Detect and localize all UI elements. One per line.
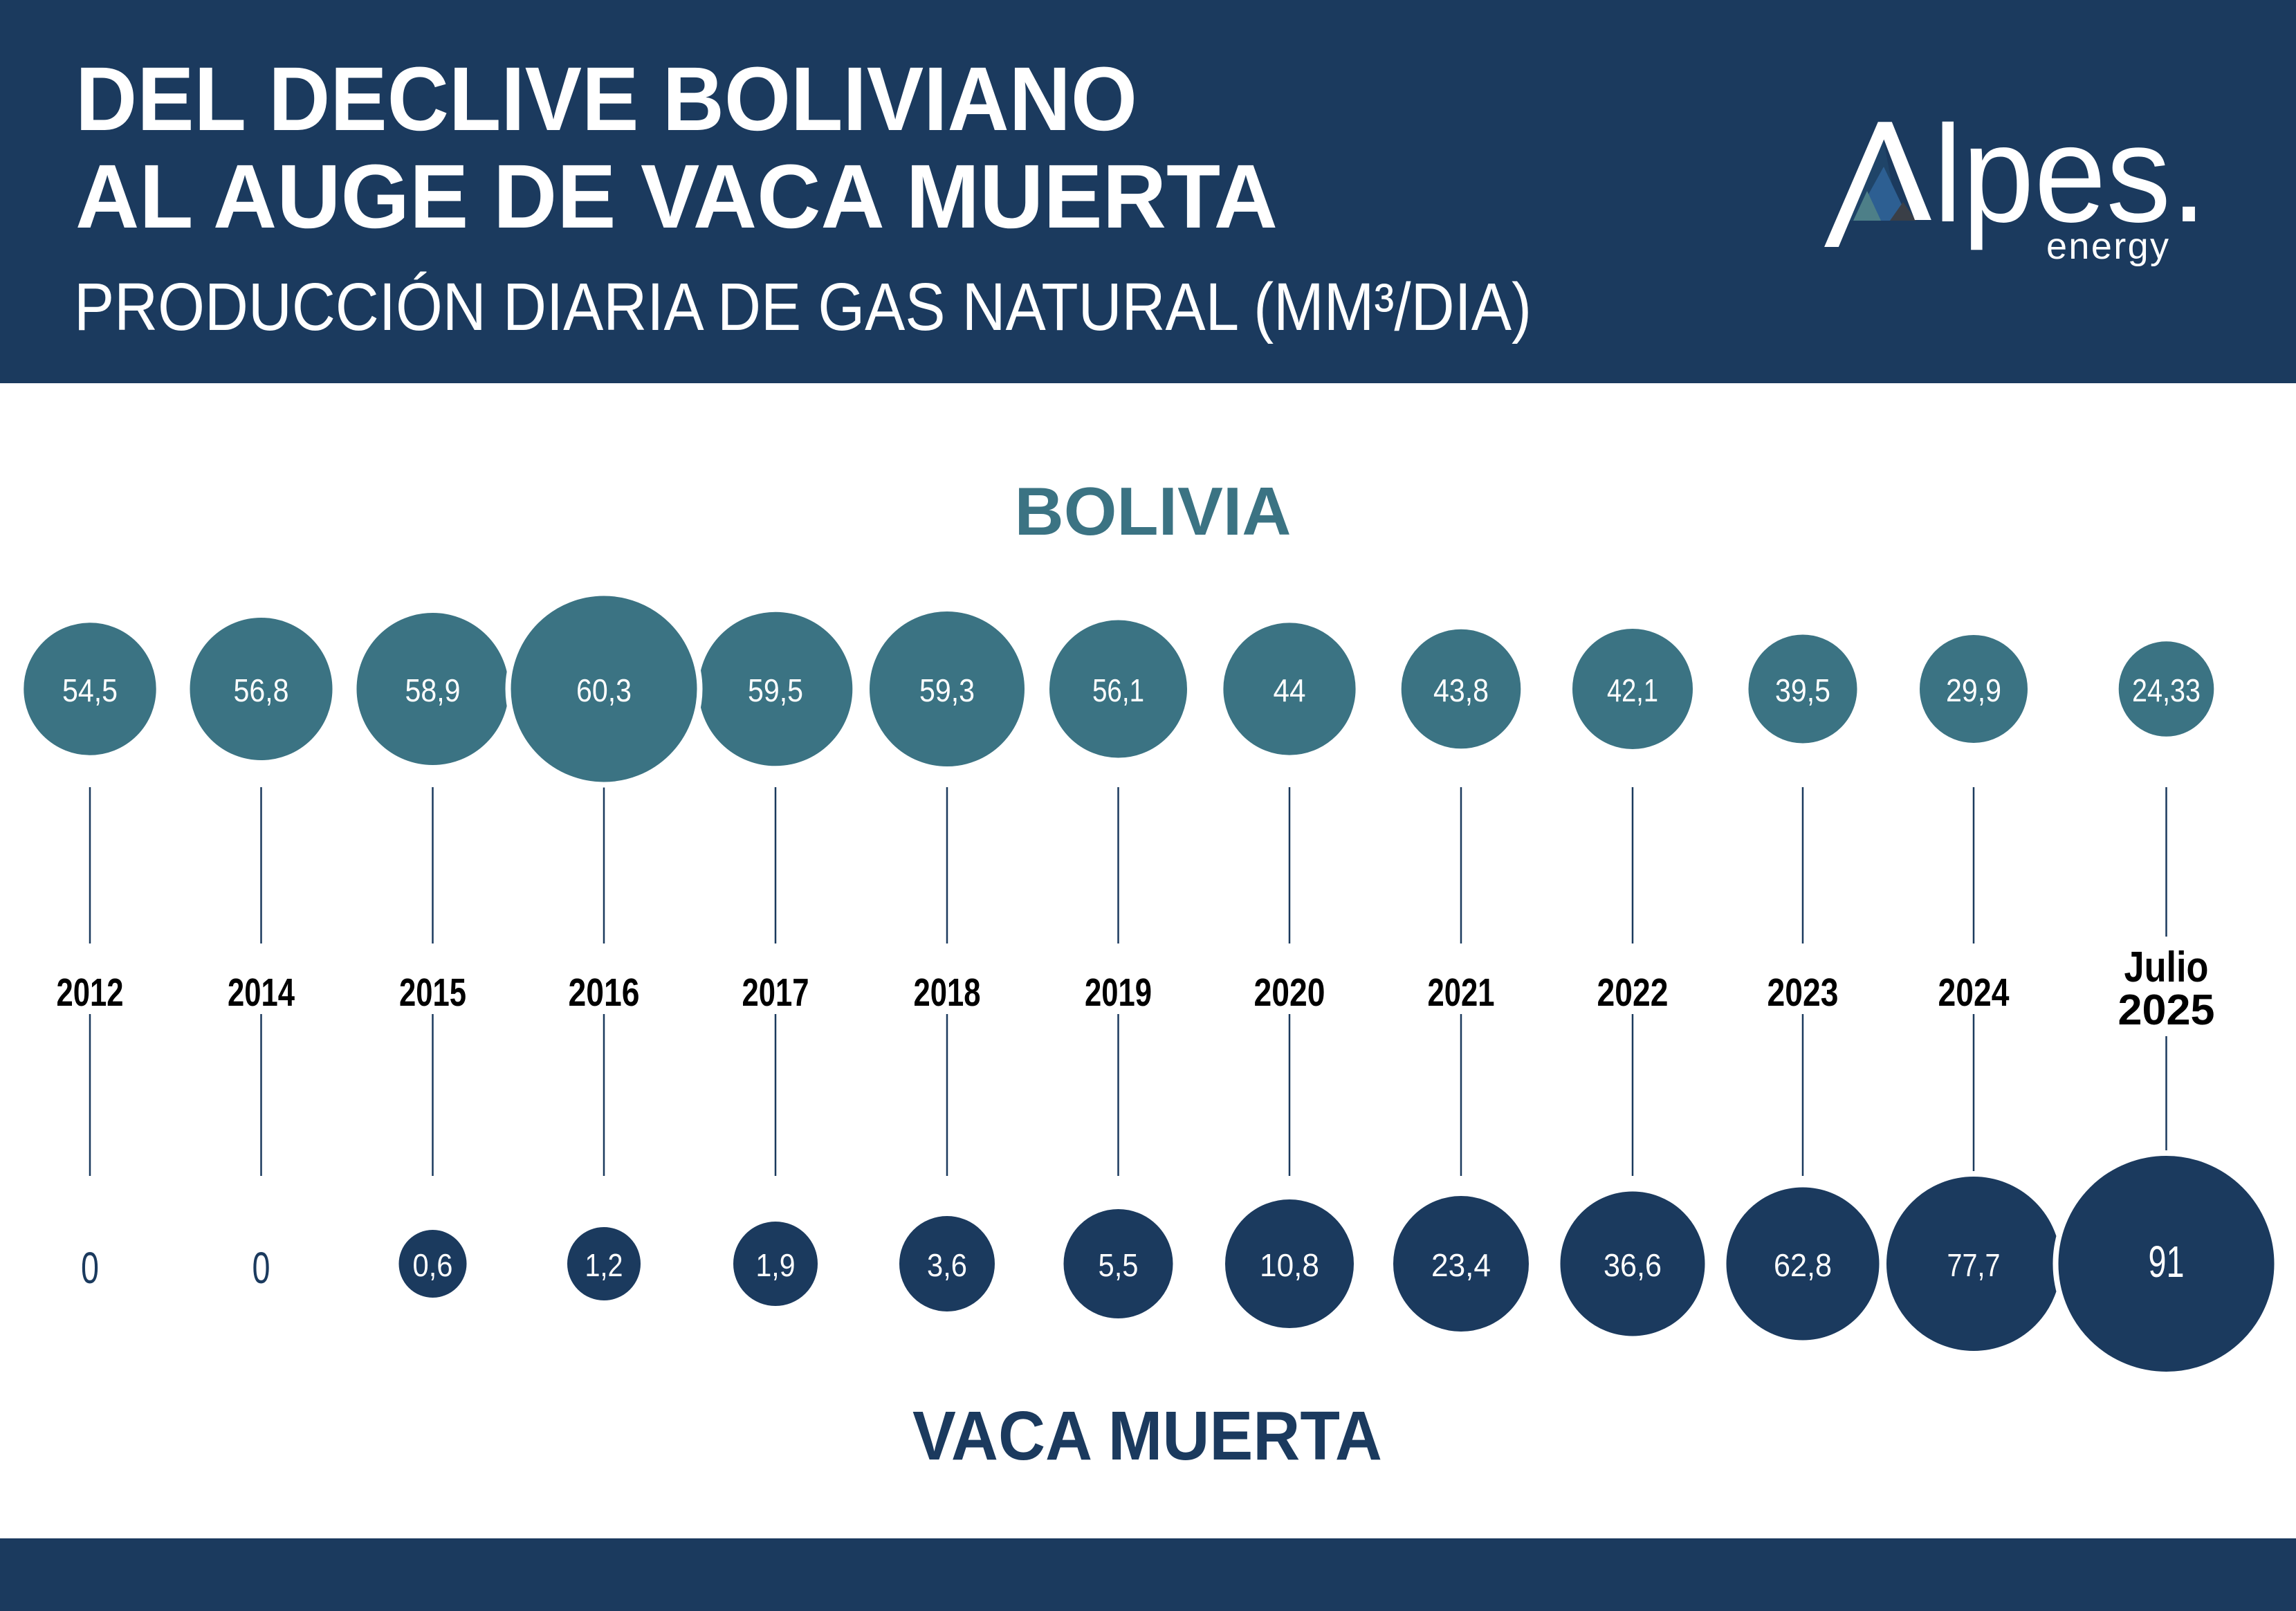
svg-text:1,2: 1,2 (585, 1247, 623, 1283)
svg-text:54,5: 54,5 (62, 672, 118, 708)
svg-text:1,9: 1,9 (756, 1247, 796, 1283)
svg-text:2016: 2016 (569, 970, 640, 1015)
svg-text:2022: 2022 (1597, 970, 1669, 1015)
svg-text:Julio: Julio (2124, 943, 2209, 991)
svg-text:56,8: 56,8 (234, 672, 289, 708)
svg-text:lpes.: lpes. (1934, 98, 2207, 251)
svg-text:56,1: 56,1 (1092, 672, 1144, 708)
svg-text:44: 44 (1274, 672, 1306, 708)
svg-text:2014: 2014 (228, 970, 295, 1015)
svg-text:2019: 2019 (1085, 970, 1152, 1015)
svg-text:PRODUCCIÓN DIARIA DE GAS NATUR: PRODUCCIÓN DIARIA DE GAS NATURAL (MM³/DI… (74, 269, 1532, 344)
svg-text:62,8: 62,8 (1774, 1247, 1832, 1283)
svg-text:BOLIVIA: BOLIVIA (1015, 473, 1292, 549)
svg-text:43,8: 43,8 (1433, 672, 1489, 708)
svg-text:0: 0 (81, 1243, 99, 1293)
svg-text:29,9: 29,9 (1946, 672, 2001, 708)
svg-text:VACA MUERTA: VACA MUERTA (912, 1397, 1382, 1475)
svg-text:24,33: 24,33 (2132, 672, 2201, 708)
svg-text:energy: energy (2046, 225, 2169, 267)
svg-text:2017: 2017 (742, 970, 809, 1015)
svg-text:91: 91 (2149, 1237, 2185, 1287)
svg-text:58,9: 58,9 (405, 672, 461, 708)
svg-text:59,5: 59,5 (748, 672, 803, 708)
svg-text:0: 0 (252, 1243, 270, 1293)
svg-text:2012: 2012 (57, 970, 124, 1015)
svg-text:2023: 2023 (1767, 970, 1839, 1015)
svg-text:77,7: 77,7 (1947, 1247, 2001, 1283)
svg-text:2015: 2015 (399, 970, 466, 1015)
svg-text:2021: 2021 (1428, 970, 1495, 1015)
svg-text:59,3: 59,3 (919, 672, 975, 708)
svg-text:2020: 2020 (1254, 970, 1325, 1015)
svg-text:2018: 2018 (914, 970, 981, 1015)
svg-text:36,6: 36,6 (1604, 1247, 1662, 1283)
svg-text:0,6: 0,6 (413, 1247, 453, 1283)
svg-text:42,1: 42,1 (1607, 672, 1658, 708)
svg-text:2024: 2024 (1938, 970, 2010, 1015)
svg-text:60,3: 60,3 (576, 672, 632, 708)
svg-text:AL AUGE DE VACA MUERTA: AL AUGE DE VACA MUERTA (75, 145, 1278, 247)
svg-text:23,4: 23,4 (1431, 1247, 1491, 1283)
svg-text:2025: 2025 (2118, 986, 2215, 1034)
svg-text:3,6: 3,6 (927, 1247, 967, 1283)
svg-text:39,5: 39,5 (1775, 672, 1830, 708)
svg-text:10,8: 10,8 (1260, 1247, 1319, 1283)
svg-text:5,5: 5,5 (1099, 1247, 1139, 1283)
svg-text:DEL DECLIVE BOLIVIANO: DEL DECLIVE BOLIVIANO (75, 48, 1137, 149)
